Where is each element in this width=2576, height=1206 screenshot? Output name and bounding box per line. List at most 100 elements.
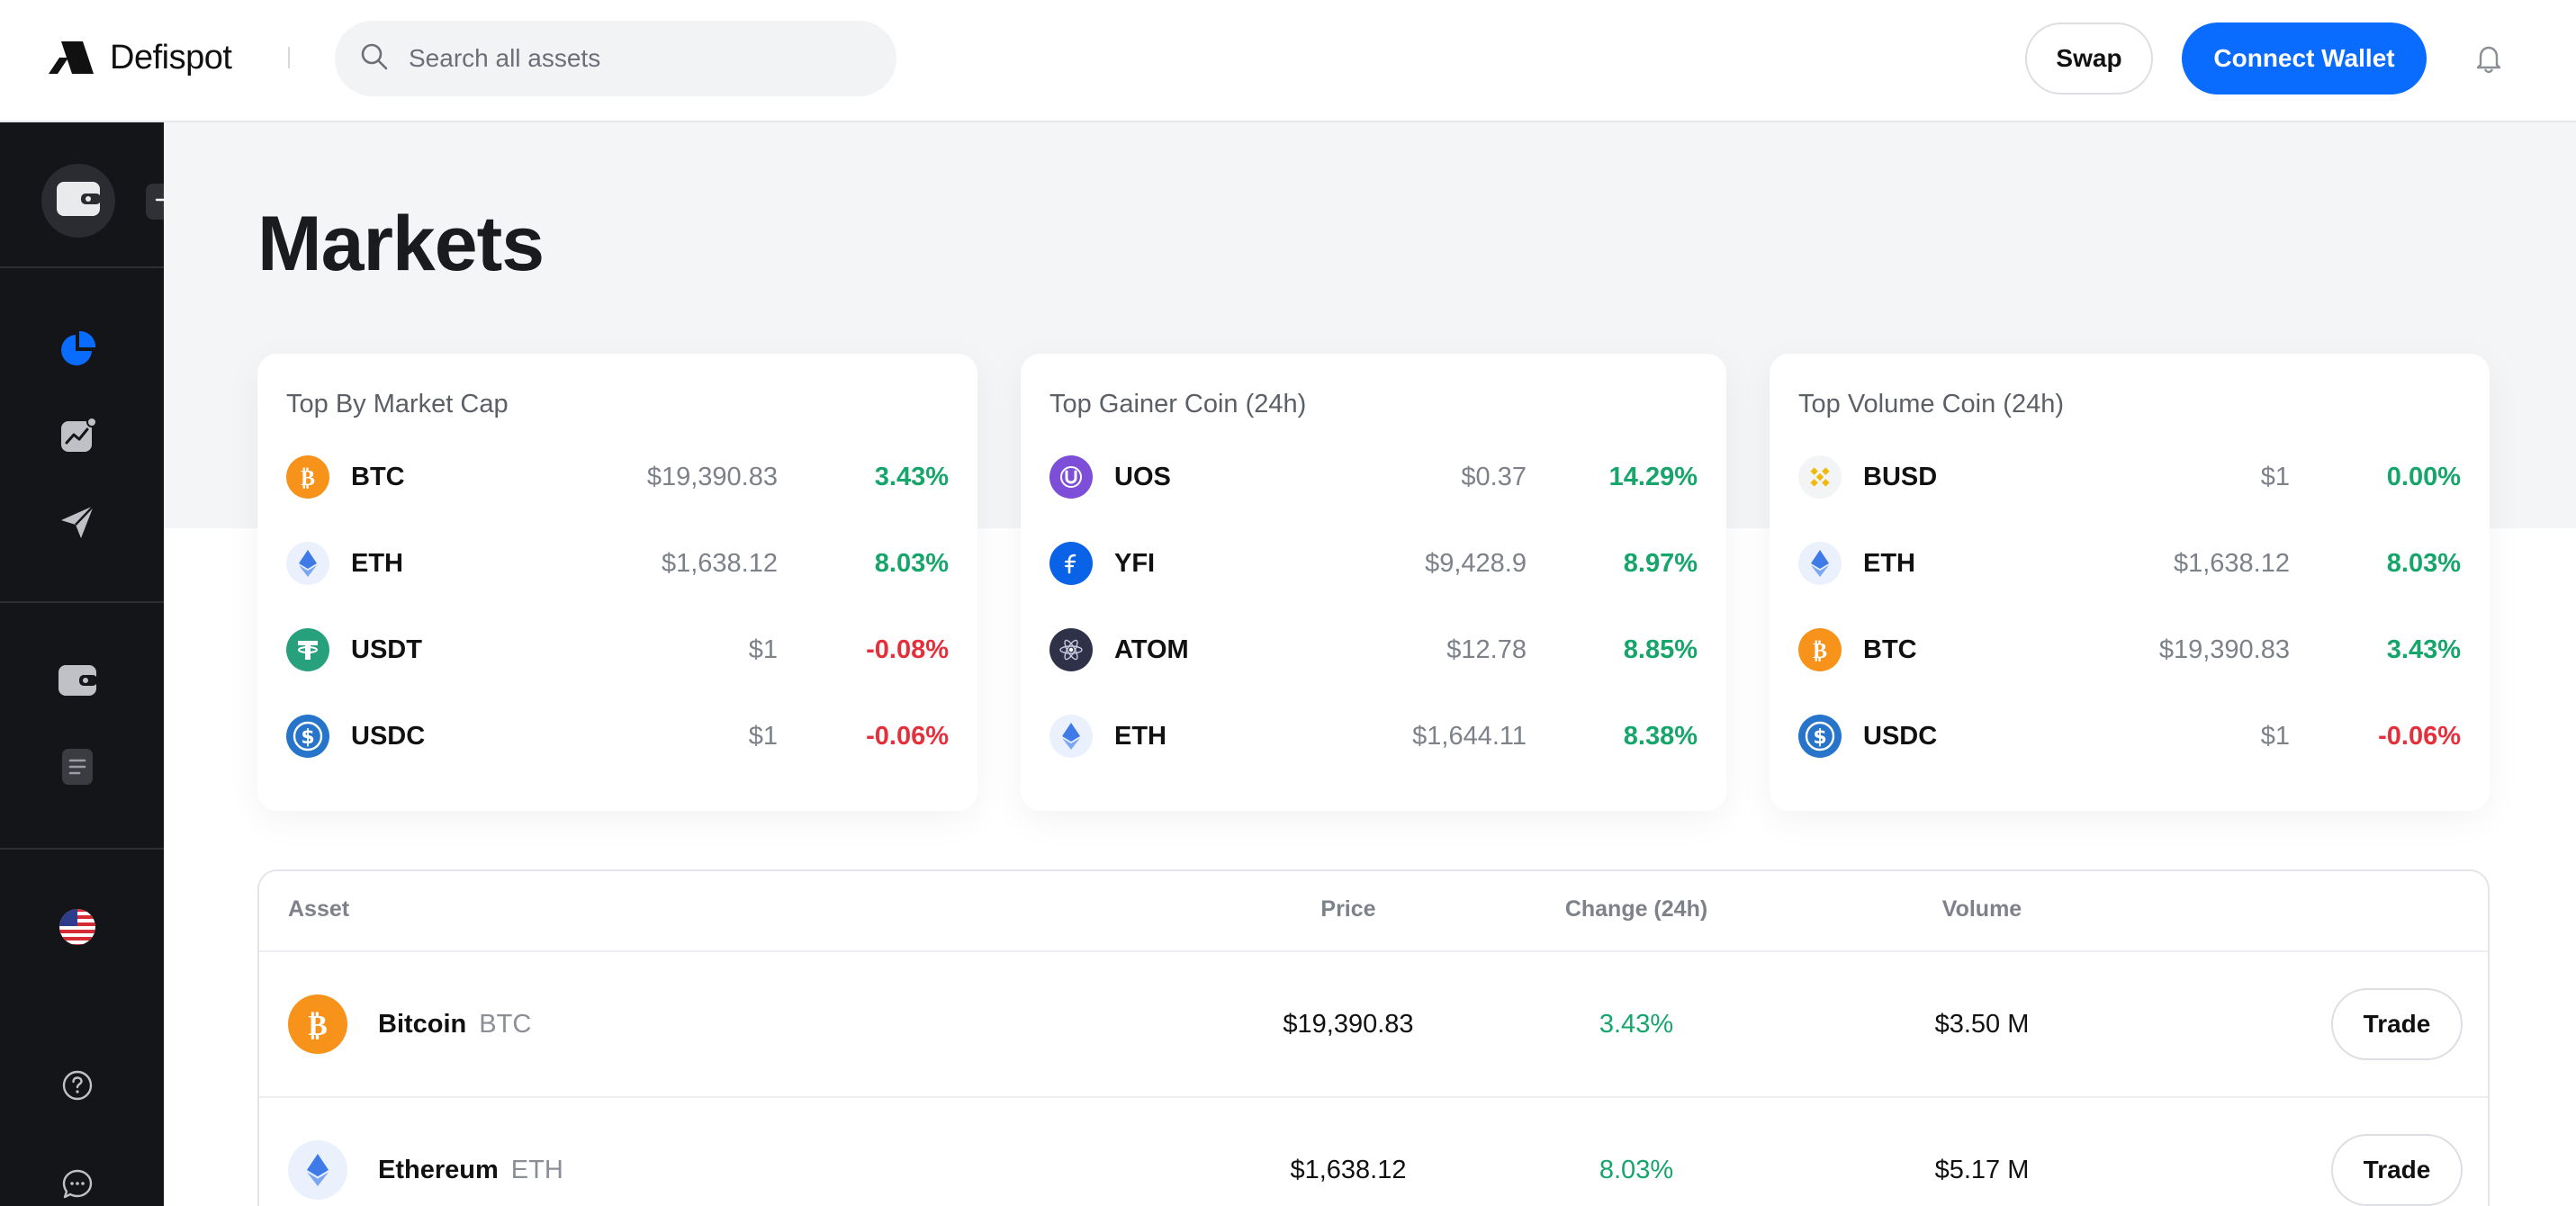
sidebar-item-wallet[interactable]	[58, 662, 97, 702]
page-title: Markets	[257, 201, 545, 287]
notification-bell-icon[interactable]	[2473, 43, 2504, 74]
coin-change: 8.03%	[2386, 548, 2461, 578]
coin-change: 8.85%	[1623, 634, 1698, 664]
coin-symbol: ETH	[1114, 721, 1166, 751]
table-row[interactable]: Ethereum ETH $1,638.12 8.03% $5.17 M Tra…	[259, 1096, 2488, 1206]
coin-price: $9,428.9	[1425, 548, 1527, 578]
eth-icon	[1049, 715, 1093, 758]
coin-symbol: USDC	[1863, 721, 1938, 751]
list-item[interactable]: $ USDC $1 -0.06%	[1798, 714, 2461, 759]
list-item[interactable]: ₿ BTC $19,390.83 3.43%	[286, 454, 949, 500]
usdt-icon	[286, 628, 329, 671]
coin-price: $1	[2260, 721, 2290, 751]
coin-symbol: ATOM	[1114, 634, 1189, 664]
brand-logo[interactable]: Defispot	[49, 36, 232, 79]
sidebar-item-chat[interactable]	[58, 1166, 97, 1206]
coin-symbol: BTC	[1863, 634, 1917, 664]
search-icon	[360, 42, 389, 76]
coin-symbol: USDC	[351, 721, 426, 751]
card-title: Top Gainer Coin (24h)	[1049, 390, 1307, 418]
top-bar: Defispot Swap Connect Wallet	[0, 0, 2576, 122]
sidebar-item-markets[interactable]	[58, 330, 97, 371]
price-cell: $1,638.12	[1290, 1155, 1407, 1184]
usdc-icon: $	[286, 715, 329, 758]
list-item[interactable]: BUSD $1 0.00%	[1798, 454, 2461, 500]
coin-symbol: ETH	[351, 548, 403, 578]
change-cell: 3.43%	[1599, 1009, 1674, 1039]
sidebar-item-send[interactable]	[58, 504, 97, 544]
sidebar-item-documents[interactable]	[58, 748, 97, 788]
coin-price: $12.78	[1446, 634, 1527, 664]
svg-text:₿: ₿	[308, 1008, 327, 1042]
coin-change: -0.06%	[2378, 721, 2461, 751]
btc-icon: ₿	[288, 994, 347, 1054]
list-item[interactable]: ETH $1,638.12 8.03%	[1798, 541, 2461, 586]
list-item[interactable]: ATOM $12.78 8.85%	[1049, 627, 1698, 672]
coin-symbol: BTC	[351, 462, 405, 491]
coin-price: $1	[2260, 462, 2290, 491]
card-title: Top Volume Coin (24h)	[1798, 390, 2064, 418]
wallet-icon	[58, 664, 97, 701]
asset-name: Ethereum	[378, 1155, 499, 1184]
list-item[interactable]: ETH $1,638.12 8.03%	[286, 541, 949, 586]
swap-button[interactable]: Swap	[2025, 22, 2153, 94]
card-title: Top By Market Cap	[286, 390, 509, 418]
coin-price: $1,638.12	[2173, 548, 2290, 578]
table-row[interactable]: ₿ Bitcoin BTC $19,390.83 3.43% $3.50 M T…	[259, 950, 2488, 1096]
sidebar-item-help[interactable]	[58, 1067, 97, 1107]
coin-price: $0.37	[1461, 462, 1527, 491]
list-item[interactable]: ETH $1,644.11 8.38%	[1049, 714, 1698, 759]
coin-change: -0.08%	[866, 634, 949, 664]
column-header-change[interactable]: Change (24h)	[1564, 896, 1708, 922]
list-item[interactable]: YFI $9,428.9 8.97%	[1049, 541, 1698, 586]
coin-price: $19,390.83	[646, 462, 778, 491]
coin-change: 0.00%	[2386, 462, 2461, 491]
sidebar-item-trade[interactable]	[58, 416, 97, 457]
coin-change: 8.38%	[1623, 721, 1698, 751]
coin-price: $1	[748, 634, 778, 664]
sidebar-divider	[0, 848, 164, 850]
column-header-volume[interactable]: Volume	[1941, 896, 2022, 922]
assets-table: Asset Price Change (24h) Volume ₿ Bitcoi…	[257, 869, 2490, 1206]
search-bar[interactable]	[335, 21, 896, 96]
usdc-icon: $	[1798, 715, 1842, 758]
asset-symbol: BTC	[479, 1009, 532, 1039]
coin-price: $19,390.83	[2158, 634, 2290, 664]
trade-button[interactable]: Trade	[2331, 988, 2463, 1060]
list-item[interactable]: USDT $1 -0.08%	[286, 627, 949, 672]
coin-change: 8.97%	[1623, 548, 1698, 578]
busd-icon	[1798, 455, 1842, 499]
trade-button[interactable]: Trade	[2331, 1134, 2463, 1206]
eth-icon	[286, 542, 329, 585]
sidebar	[0, 122, 182, 1206]
coin-price: $1	[748, 721, 778, 751]
wallet-avatar[interactable]	[41, 164, 115, 238]
svg-text:₿: ₿	[301, 465, 315, 490]
sidebar-item-language[interactable]	[58, 908, 97, 950]
coin-change: 14.29%	[1608, 462, 1698, 491]
sidebar-divider	[0, 601, 164, 603]
brand-name: Defispot	[110, 38, 232, 76]
eth-icon	[1798, 542, 1842, 585]
connect-wallet-button[interactable]: Connect Wallet	[2182, 22, 2427, 94]
coin-symbol: YFI	[1114, 548, 1156, 578]
list-item[interactable]: ₿ BTC $19,390.83 3.43%	[1798, 627, 2461, 672]
column-header-asset[interactable]: Asset	[288, 896, 350, 922]
svg-text:₿: ₿	[1813, 638, 1827, 663]
top-volume-card: Top Volume Coin (24h) BUSD $1 0.00% ETH …	[1770, 354, 2490, 811]
svg-text:$: $	[1813, 726, 1826, 749]
list-item[interactable]: $ USDC $1 -0.06%	[286, 714, 949, 759]
search-input[interactable]	[409, 44, 841, 73]
column-header-price[interactable]: Price	[1320, 896, 1376, 922]
help-icon	[61, 1069, 94, 1106]
us-flag-icon	[59, 908, 96, 950]
top-gainer-card: Top Gainer Coin (24h) UOS $0.37 14.29% Y…	[1021, 354, 1726, 811]
asset-cell: ₿ Bitcoin BTC	[288, 952, 531, 1096]
uos-icon	[1049, 455, 1093, 499]
coin-change: -0.06%	[866, 721, 949, 751]
atom-icon	[1049, 628, 1093, 671]
coin-symbol: ETH	[1863, 548, 1915, 578]
coin-change: 3.43%	[2386, 634, 2461, 664]
volume-cell: $3.50 M	[1934, 1009, 2030, 1039]
list-item[interactable]: UOS $0.37 14.29%	[1049, 454, 1698, 500]
